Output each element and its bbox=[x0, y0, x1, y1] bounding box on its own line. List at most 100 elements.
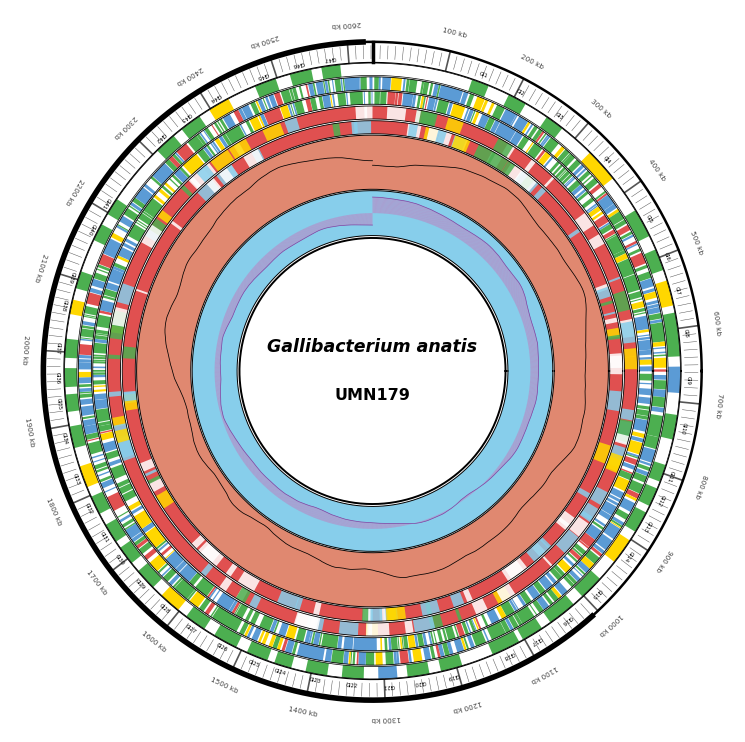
Polygon shape bbox=[342, 665, 364, 679]
Polygon shape bbox=[332, 79, 335, 93]
Polygon shape bbox=[490, 257, 501, 266]
Polygon shape bbox=[162, 186, 173, 196]
Polygon shape bbox=[257, 263, 264, 269]
Polygon shape bbox=[352, 521, 354, 528]
Polygon shape bbox=[612, 516, 624, 526]
Polygon shape bbox=[398, 93, 402, 106]
Polygon shape bbox=[399, 650, 409, 664]
Polygon shape bbox=[224, 423, 226, 424]
Polygon shape bbox=[234, 444, 240, 448]
Polygon shape bbox=[310, 97, 317, 111]
Polygon shape bbox=[373, 197, 374, 213]
Polygon shape bbox=[608, 277, 621, 283]
Polygon shape bbox=[93, 357, 106, 359]
Polygon shape bbox=[508, 451, 514, 455]
Polygon shape bbox=[510, 447, 516, 451]
Polygon shape bbox=[337, 93, 346, 106]
Polygon shape bbox=[156, 539, 167, 549]
Polygon shape bbox=[291, 235, 297, 243]
Polygon shape bbox=[523, 418, 529, 421]
Text: GI40: GI40 bbox=[86, 222, 96, 235]
Polygon shape bbox=[397, 200, 401, 215]
Polygon shape bbox=[101, 479, 115, 488]
Polygon shape bbox=[494, 471, 496, 473]
Polygon shape bbox=[297, 643, 325, 661]
Text: GI13: GI13 bbox=[642, 519, 653, 533]
Polygon shape bbox=[220, 410, 222, 411]
Polygon shape bbox=[606, 235, 624, 255]
Polygon shape bbox=[608, 494, 621, 502]
Polygon shape bbox=[554, 146, 565, 158]
Polygon shape bbox=[80, 398, 93, 405]
Polygon shape bbox=[605, 234, 617, 241]
Polygon shape bbox=[361, 77, 367, 90]
Polygon shape bbox=[259, 260, 267, 267]
Polygon shape bbox=[216, 349, 221, 351]
Polygon shape bbox=[393, 199, 395, 214]
Polygon shape bbox=[316, 81, 325, 95]
Polygon shape bbox=[116, 436, 130, 441]
Polygon shape bbox=[469, 619, 476, 632]
Polygon shape bbox=[463, 232, 470, 242]
Polygon shape bbox=[255, 265, 262, 272]
Text: GI7: GI7 bbox=[674, 286, 681, 296]
Polygon shape bbox=[261, 478, 267, 484]
Polygon shape bbox=[405, 620, 413, 634]
Polygon shape bbox=[79, 384, 92, 387]
Polygon shape bbox=[504, 277, 515, 284]
Polygon shape bbox=[225, 315, 232, 318]
Polygon shape bbox=[507, 280, 518, 288]
Polygon shape bbox=[288, 104, 294, 116]
Polygon shape bbox=[637, 337, 650, 341]
Polygon shape bbox=[409, 524, 410, 525]
Polygon shape bbox=[227, 432, 232, 434]
Polygon shape bbox=[189, 591, 206, 608]
Polygon shape bbox=[517, 136, 529, 150]
Polygon shape bbox=[232, 299, 238, 303]
Polygon shape bbox=[530, 374, 539, 375]
Polygon shape bbox=[258, 115, 265, 128]
Polygon shape bbox=[94, 339, 107, 344]
Polygon shape bbox=[321, 633, 338, 649]
Polygon shape bbox=[421, 521, 422, 522]
Polygon shape bbox=[645, 300, 659, 306]
Polygon shape bbox=[163, 568, 177, 582]
Polygon shape bbox=[597, 194, 614, 211]
Polygon shape bbox=[265, 255, 272, 262]
Polygon shape bbox=[501, 462, 505, 464]
Polygon shape bbox=[297, 232, 302, 240]
Polygon shape bbox=[215, 138, 225, 151]
Polygon shape bbox=[519, 428, 526, 431]
Polygon shape bbox=[380, 91, 387, 105]
Polygon shape bbox=[94, 393, 107, 400]
Polygon shape bbox=[262, 122, 285, 142]
Polygon shape bbox=[511, 289, 523, 297]
Text: 800 kb: 800 kb bbox=[694, 474, 708, 499]
Polygon shape bbox=[527, 339, 536, 341]
Polygon shape bbox=[332, 516, 335, 524]
Polygon shape bbox=[407, 123, 422, 138]
Polygon shape bbox=[494, 262, 504, 270]
Polygon shape bbox=[423, 208, 428, 222]
Polygon shape bbox=[507, 281, 519, 289]
Polygon shape bbox=[457, 228, 464, 238]
Polygon shape bbox=[327, 220, 330, 227]
Polygon shape bbox=[219, 165, 238, 184]
Polygon shape bbox=[310, 507, 315, 516]
Polygon shape bbox=[624, 493, 638, 502]
Polygon shape bbox=[503, 275, 514, 283]
Text: GI42: GI42 bbox=[154, 131, 167, 143]
Polygon shape bbox=[530, 358, 539, 360]
Polygon shape bbox=[197, 134, 206, 145]
Polygon shape bbox=[78, 377, 92, 384]
Polygon shape bbox=[220, 331, 225, 333]
Polygon shape bbox=[413, 204, 418, 219]
Polygon shape bbox=[265, 482, 271, 487]
Polygon shape bbox=[207, 586, 216, 598]
Polygon shape bbox=[244, 624, 252, 637]
Polygon shape bbox=[465, 233, 472, 243]
Polygon shape bbox=[240, 453, 247, 458]
Polygon shape bbox=[387, 523, 388, 528]
Polygon shape bbox=[221, 327, 226, 329]
Text: 500 kb: 500 kb bbox=[688, 230, 703, 255]
